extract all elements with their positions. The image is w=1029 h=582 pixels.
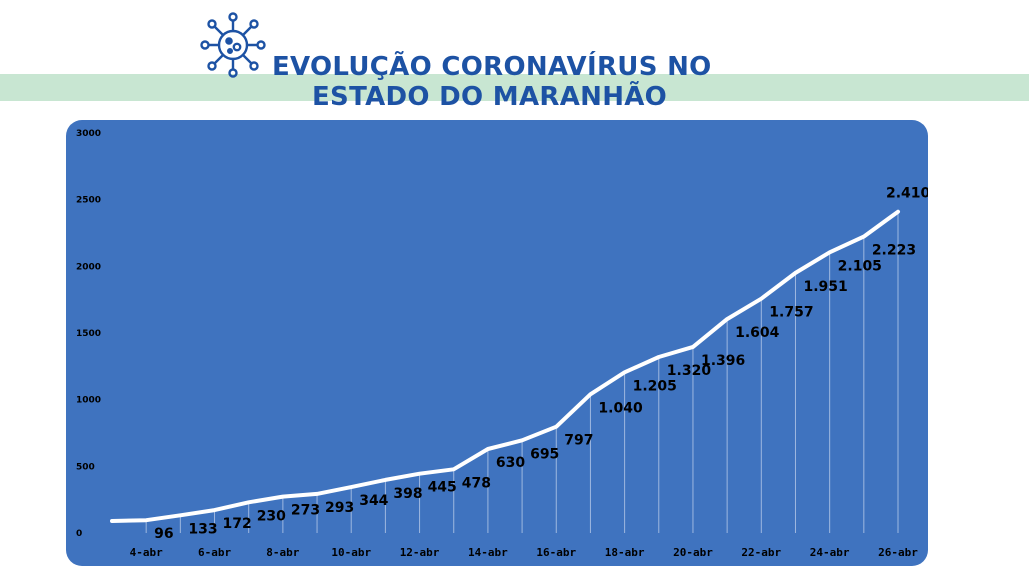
data-label: 230: [257, 508, 286, 524]
y-tick-label: 2000: [76, 262, 101, 272]
chart-panel: [66, 120, 928, 566]
y-tick-label: 0: [76, 529, 82, 539]
title-line-2: ESTADO DO MARANHÃO: [312, 82, 668, 112]
data-label: 96: [154, 526, 173, 542]
virus-icon: [200, 12, 266, 78]
y-tick-label: 2500: [76, 196, 101, 206]
x-tick-label: 8-abr: [266, 546, 299, 559]
x-tick-label: 6-abr: [198, 546, 231, 559]
header-band: [0, 74, 1029, 101]
series-line: [110, 209, 900, 523]
data-label: 630: [496, 455, 525, 471]
data-label: 695: [530, 446, 559, 462]
x-tick-label: 10-abr: [331, 546, 371, 559]
data-label: 1.757: [769, 305, 813, 321]
x-tick-label: 14-abr: [468, 546, 508, 559]
title-line-1: EVOLUÇÃO CORONAVÍRUS NO: [272, 52, 712, 82]
x-tick-label: 16-abr: [536, 546, 576, 559]
y-tick-label: 3000: [76, 129, 101, 139]
data-label: 1.205: [633, 378, 677, 394]
data-label: 1.396: [701, 353, 745, 369]
y-tick-label: 500: [76, 462, 95, 472]
data-label: 1.951: [803, 279, 847, 295]
data-label: 273: [291, 503, 320, 519]
data-label: 445: [428, 480, 457, 496]
x-tick-label: 26-abr: [878, 546, 918, 559]
data-label: 344: [359, 493, 388, 509]
data-label: 797: [564, 433, 593, 449]
data-label: 133: [188, 521, 217, 537]
data-label: 293: [325, 500, 354, 516]
y-tick-label: 1000: [76, 396, 101, 406]
x-tick-label: 18-abr: [605, 546, 645, 559]
x-tick-label: 20-abr: [673, 546, 713, 559]
x-tick-label: 24-abr: [810, 546, 850, 559]
data-label: 1.320: [667, 363, 712, 379]
data-label: 2.105: [838, 258, 882, 274]
y-tick-label: 1500: [76, 329, 101, 339]
data-label: 2.410: [886, 186, 928, 202]
data-label: 398: [393, 486, 422, 502]
x-tick-label: 4-abr: [130, 546, 163, 559]
data-label: 2.223: [872, 243, 916, 259]
data-label: 172: [223, 516, 252, 532]
data-label: 478: [462, 475, 491, 491]
x-tick-label: 12-abr: [400, 546, 440, 559]
data-label: 1.040: [598, 400, 643, 416]
x-tick-label: 22-abr: [741, 546, 781, 559]
line-chart: 0 500 1000 1500 2000 2500 3000 4-abr 6-abr 8-abr…: [76, 129, 928, 559]
data-label: 1.604: [735, 325, 780, 341]
